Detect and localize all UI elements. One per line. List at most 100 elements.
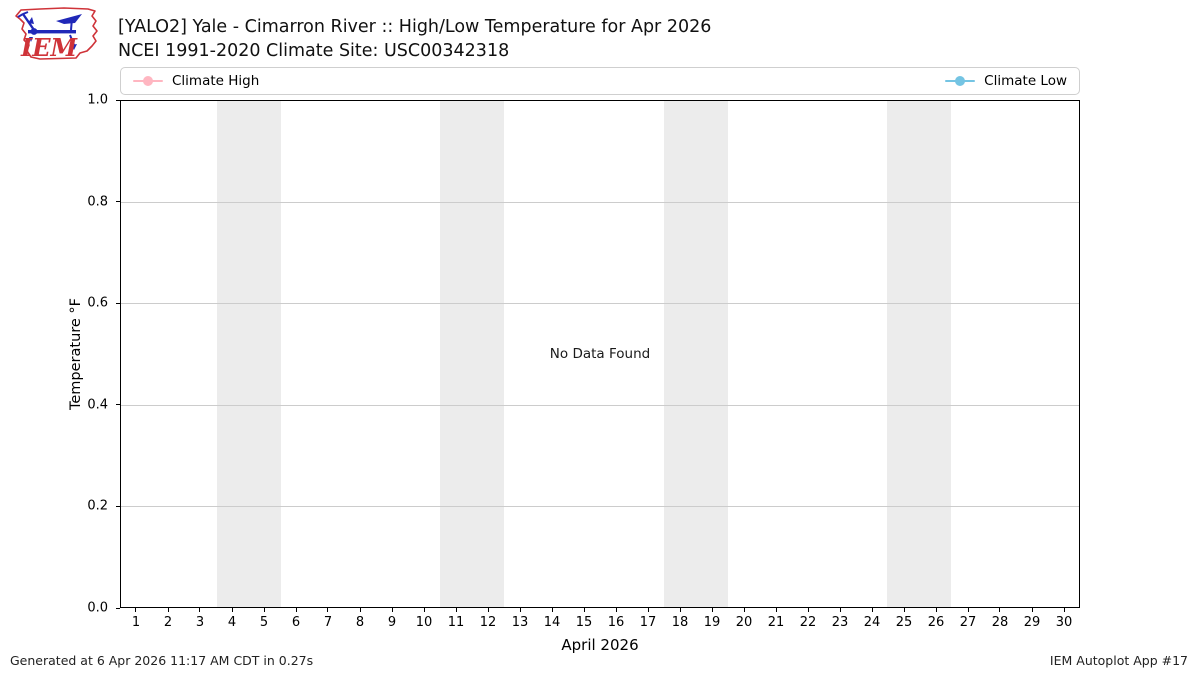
x-tick-label: 30 (1055, 615, 1073, 630)
y-tick-mark (116, 302, 120, 304)
legend-label: Climate High (172, 73, 260, 89)
x-tick-label: 24 (863, 615, 881, 630)
x-tick-mark (839, 608, 841, 612)
y-axis-label: Temperature °F (68, 297, 84, 411)
x-tick-label: 18 (671, 615, 689, 630)
x-tick-mark (391, 608, 393, 612)
x-tick-mark (583, 608, 585, 612)
legend-item-climate-low: Climate Low (945, 73, 1067, 89)
x-tick-label: 26 (927, 615, 945, 630)
x-tick-label: 27 (959, 615, 977, 630)
x-tick-label: 10 (415, 615, 433, 630)
x-tick-mark (455, 608, 457, 612)
y-tick-label: 0.2 (87, 498, 108, 514)
x-tick-mark (423, 608, 425, 612)
x-tick-mark (999, 608, 1001, 612)
x-tick-label: 15 (575, 615, 593, 630)
legend: Climate High Climate Low (120, 67, 1080, 95)
x-tick-mark (487, 608, 489, 612)
y-tick-mark (116, 607, 120, 609)
iowa-outline-icon (15, 7, 98, 60)
plot-area: No Data Found (120, 100, 1080, 608)
climate-low-marker-icon (945, 76, 976, 86)
x-tick-label: 8 (355, 615, 365, 630)
weekend-shading-band (440, 101, 505, 607)
x-tick-label: 5 (259, 615, 269, 630)
y-tick-mark (116, 99, 120, 101)
x-tick-mark (679, 608, 681, 612)
x-tick-mark (551, 608, 553, 612)
no-data-message: No Data Found (549, 346, 651, 362)
x-tick-label: 16 (607, 615, 625, 630)
x-tick-label: 6 (291, 615, 301, 630)
weekend-shading-band (663, 101, 728, 607)
x-axis: 1 2 3 4 5 6 7 8 9 10 11 12 13 14 15 16 17 18 19 20 21 22 23 24 2… (120, 608, 1080, 640)
iem-logo: IEM (15, 7, 98, 62)
x-tick-label: 7 (323, 615, 333, 630)
y-tick-mark (116, 201, 120, 203)
iem-logo-text: IEM (20, 33, 79, 62)
gridline (121, 404, 1079, 406)
x-tick-label: 20 (735, 615, 753, 630)
x-tick-label: 3 (195, 615, 205, 630)
gridline (121, 202, 1079, 204)
y-tick-label: 1.0 (87, 92, 108, 108)
x-tick-mark (327, 608, 329, 612)
x-tick-mark (1063, 608, 1065, 612)
x-tick-mark (199, 608, 201, 612)
climate-low-marker-dot (955, 76, 966, 86)
x-tick-mark (359, 608, 361, 612)
app-credit-text: IEM Autoplot App #17 (1049, 653, 1188, 668)
climate-high-marker-icon (133, 76, 163, 86)
weekend-shading-band (216, 101, 281, 607)
x-tick-label: 9 (387, 615, 397, 630)
x-tick-label: 2 (163, 615, 173, 630)
x-tick-mark (807, 608, 809, 612)
x-tick-label: 23 (831, 615, 849, 630)
y-tick-mark (116, 404, 120, 406)
chart-subtitle: NCEI 1991-2020 Climate Site: USC00342318 (118, 41, 510, 61)
legend-label: Climate Low (984, 73, 1067, 89)
x-tick-mark (1031, 608, 1033, 612)
x-tick-mark (711, 608, 713, 612)
chart-title: [YALO2] Yale - Cimarron River :: High/Lo… (118, 17, 712, 37)
x-tick-label: 22 (799, 615, 817, 630)
x-tick-label: 1 (131, 615, 141, 630)
gridline (121, 303, 1079, 305)
x-tick-label: 19 (703, 615, 721, 630)
x-tick-mark (967, 608, 969, 612)
x-tick-mark (167, 608, 169, 612)
weekend-shading-band (887, 101, 952, 607)
x-tick-label: 21 (767, 615, 785, 630)
y-axis: 0.0 0.2 0.4 0.6 0.8 1.0 (0, 93, 120, 616)
x-tick-label: 4 (227, 615, 237, 630)
x-tick-mark (615, 608, 617, 612)
x-tick-mark (231, 608, 233, 612)
x-tick-mark (935, 608, 937, 612)
x-tick-mark (135, 608, 137, 612)
x-tick-mark (743, 608, 745, 612)
weather-vane-icon (17, 11, 82, 50)
legend-item-climate-high: Climate High (133, 73, 259, 89)
x-tick-mark (263, 608, 265, 612)
x-tick-mark (903, 608, 905, 612)
x-tick-mark (519, 608, 521, 612)
x-tick-label: 28 (991, 615, 1009, 630)
generated-at-text: Generated at 6 Apr 2026 11:17 AM CDT in … (10, 653, 314, 668)
x-tick-mark (295, 608, 297, 612)
x-tick-label: 11 (447, 615, 465, 630)
x-tick-label: 29 (1023, 615, 1041, 630)
x-tick-label: 12 (479, 615, 497, 630)
y-tick-mark (116, 505, 120, 507)
climate-high-marker-dot (143, 76, 153, 86)
x-tick-mark (647, 608, 649, 612)
x-tick-label: 25 (895, 615, 913, 630)
x-tick-mark (871, 608, 873, 612)
gridline (121, 505, 1079, 507)
y-tick-label: 0.8 (87, 194, 108, 210)
y-tick-label: 0.4 (87, 397, 108, 413)
x-tick-mark (775, 608, 777, 612)
x-tick-label: 14 (543, 615, 561, 630)
title-block: [YALO2] Yale - Cimarron River :: High/Lo… (118, 15, 711, 63)
